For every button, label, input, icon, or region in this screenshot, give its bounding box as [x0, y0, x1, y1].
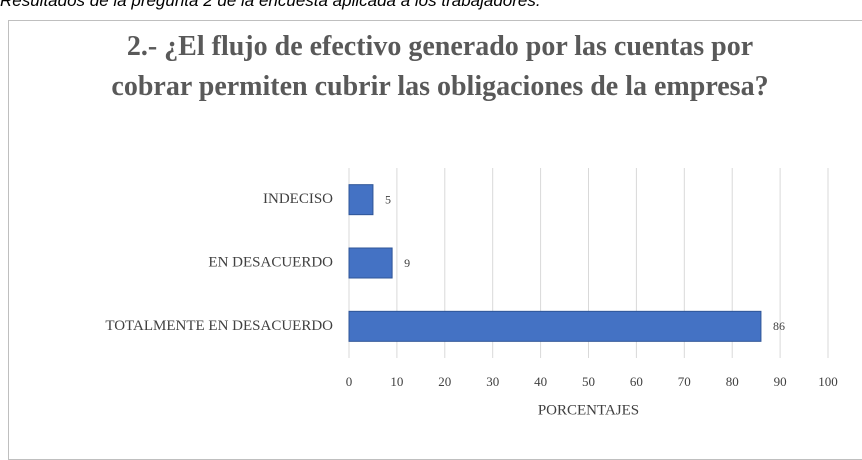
x-tick-label: 20 [438, 374, 451, 389]
x-tick-label: 70 [678, 374, 691, 389]
x-tick-label: 40 [534, 374, 547, 389]
data-label: 86 [773, 319, 785, 333]
y-tick-label: TOTALMENTE EN DESACUERDO [105, 318, 333, 334]
bar [348, 310, 762, 342]
chart-title: 2.- ¿El flujo de efectivo generado por l… [111, 31, 769, 102]
y-tick-label: INDECISO [263, 191, 333, 207]
x-tick-label: 50 [582, 374, 595, 389]
x-tick-label: 60 [630, 374, 643, 389]
bar [348, 184, 374, 216]
x-tick-label: 90 [774, 374, 787, 389]
data-label: 5 [385, 192, 391, 206]
data-label: 9 [404, 256, 410, 270]
y-tick-label: EN DESACUERDO [208, 254, 333, 270]
bar [348, 247, 393, 279]
x-tick-label: 80 [726, 374, 739, 389]
x-tick-label: 0 [346, 374, 353, 389]
chart: 0 10 20 30 40 50 60 70 80 90 100 PORCENTAJES INDECIS… [105, 168, 838, 418]
x-tick-label: 10 [390, 374, 403, 389]
x-tick-label: 30 [486, 374, 499, 389]
x-axis-title: PORCENTAJES [538, 402, 639, 418]
x-tick-label: 100 [818, 374, 838, 389]
caption: Resultados de la pregunta 2 de la encues… [0, 0, 541, 10]
